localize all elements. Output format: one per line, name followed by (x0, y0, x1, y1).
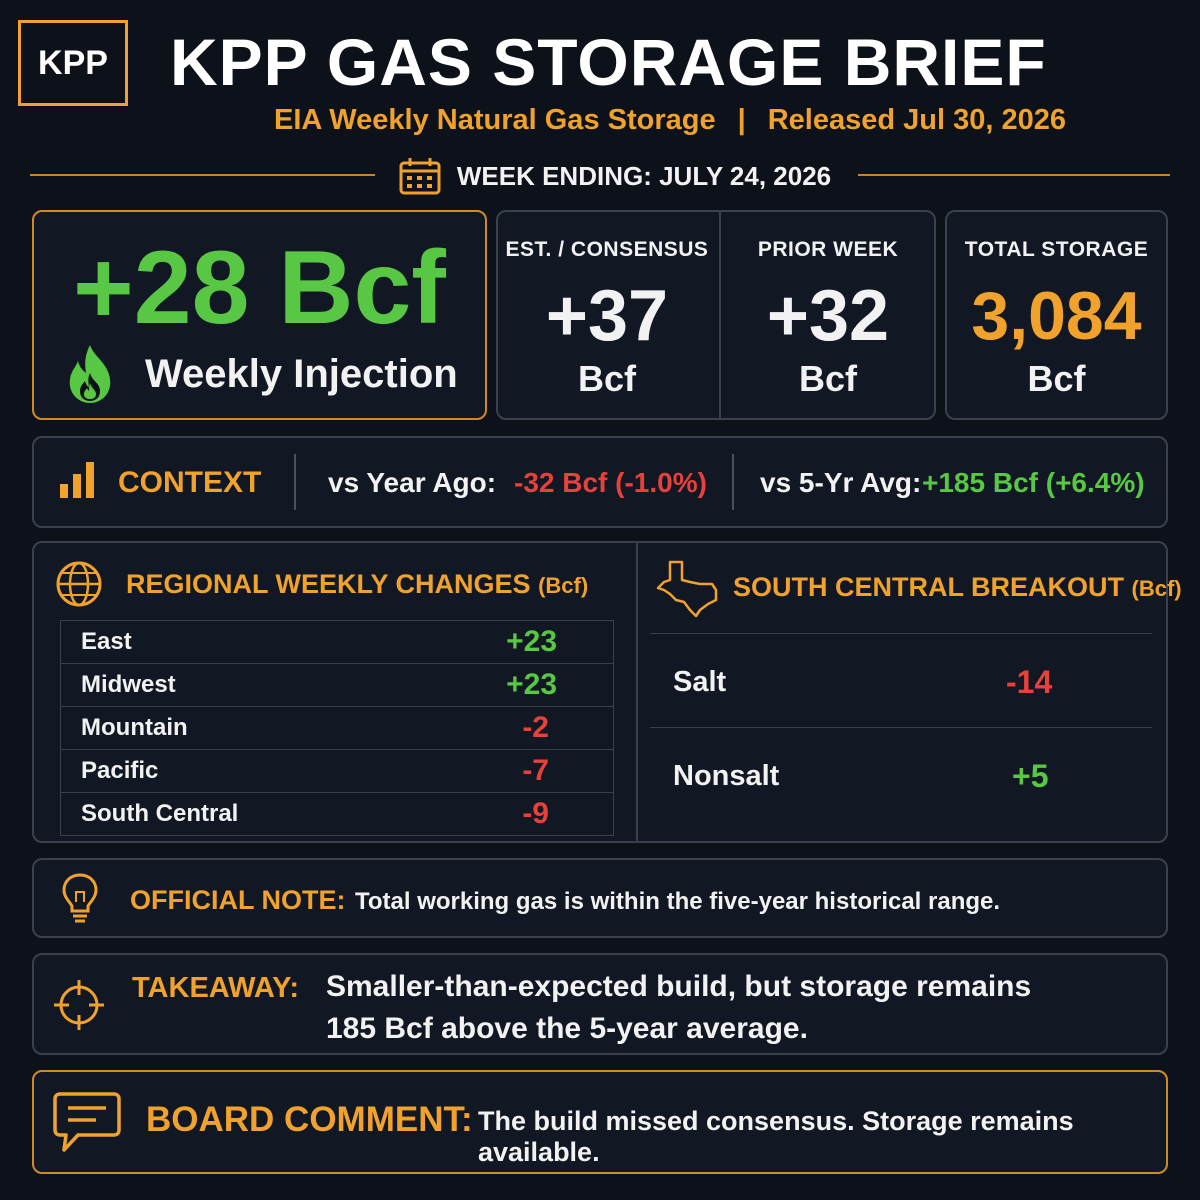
divider-right (858, 174, 1170, 176)
region-name: Mountain (81, 714, 188, 741)
consensus-value: +37 (545, 276, 669, 356)
globe-icon (56, 561, 102, 607)
context-divider-1 (294, 454, 296, 510)
regional-title: REGIONAL WEEKLY CHANGES (Bcf) (126, 569, 588, 600)
total-storage-label: TOTAL STORAGE (964, 238, 1149, 261)
divider (650, 727, 1152, 728)
week-ending: WEEK ENDING: JULY 24, 2026 (380, 156, 850, 196)
regional-title-text: REGIONAL WEEKLY CHANGES (126, 569, 531, 599)
subtitle-separator: | (737, 104, 746, 136)
context-title: CONTEXT (118, 466, 262, 499)
headline-label: Weekly Injection (145, 352, 458, 396)
context-panel (32, 436, 1168, 528)
total-storage-value: 3,084 (971, 278, 1142, 354)
region-name: Midwest (81, 671, 176, 698)
region-value: -9 (522, 797, 549, 830)
subtitle-source: EIA Weekly Natural Gas Storage (273, 104, 716, 136)
stats-panel (496, 210, 936, 420)
south-central-unit: (Bcf) (1131, 576, 1182, 601)
release-date: Released Jul 30, 2026 (767, 104, 1066, 136)
page-title: KPP GAS STORAGE BRIEF (170, 25, 1047, 99)
calendar-icon (399, 158, 441, 195)
nonsalt-value: +5 (1012, 758, 1049, 794)
five-yr-label: vs 5-Yr Avg: (760, 467, 922, 498)
consensus-stat: EST. / CONSENSUS +37 Bcf (496, 210, 718, 420)
region-value: -2 (522, 711, 549, 744)
region-name: Pacific (81, 757, 159, 784)
table-row: Midwest +23 (61, 664, 613, 707)
official-note-text: Total working gas is within the five-yea… (355, 888, 1001, 915)
week-ending-text: WEEK ENDING: JULY 24, 2026 (456, 160, 832, 191)
takeaway-line-1: Smaller-than-expected build, but storage… (326, 970, 1032, 1003)
region-value: +23 (506, 625, 557, 658)
south-central-title-text: SOUTH CENTRAL BREAKOUT (733, 572, 1124, 602)
takeaway-line-2: 185 Bcf above the 5-year average. (326, 1012, 808, 1045)
salt-label: Salt (673, 666, 727, 698)
logo: KPP (18, 20, 128, 106)
table-row: Mountain -2 (61, 707, 613, 750)
divider (650, 633, 1152, 634)
region-name: East (81, 628, 132, 655)
nonsalt-label: Nonsalt (673, 760, 780, 792)
year-ago-label: vs Year Ago: (328, 467, 497, 498)
region-value: -7 (522, 754, 549, 787)
five-yr-value: +185 Bcf (+6.4%) (922, 467, 1145, 498)
consensus-label: EST. / CONSENSUS (505, 238, 709, 261)
prior-week-value: +32 (766, 276, 890, 356)
regional-divider (636, 543, 638, 841)
texas-map-icon (656, 560, 718, 618)
lightbulb-icon (62, 873, 98, 923)
salt-value: -14 (1006, 664, 1053, 700)
official-note-label: OFFICIAL NOTE: (130, 885, 346, 915)
table-row: South Central -9 (61, 793, 613, 835)
table-row: East +23 (61, 621, 613, 664)
regional-unit: (Bcf) (538, 573, 589, 598)
board-comment-text: The build missed consensus. Storage rema… (478, 1106, 1074, 1167)
south-central-title: SOUTH CENTRAL BREAKOUT (Bcf) (733, 572, 1182, 603)
takeaway-panel (32, 953, 1168, 1055)
context-divider-2 (732, 454, 734, 510)
region-value: +23 (506, 668, 557, 701)
consensus-unit: Bcf (577, 358, 636, 399)
page-subtitle: EIA Weekly Natural Gas Storage | Released … (150, 104, 1190, 137)
flame-icon (69, 345, 111, 403)
board-comment-panel (32, 1070, 1168, 1174)
stats-divider (719, 212, 721, 418)
total-storage-unit: Bcf (1027, 358, 1086, 399)
chat-bubble-icon (53, 1092, 121, 1152)
board-comment-label: BOARD COMMENT: (146, 1100, 473, 1139)
prior-week-unit: Bcf (798, 358, 857, 399)
logo-text: KPP (38, 43, 108, 82)
year-ago-value: -32 Bcf (-1.0%) (514, 467, 707, 498)
region-name: South Central (81, 800, 239, 827)
official-note-panel (32, 858, 1168, 938)
total-storage-stat: TOTAL STORAGE 3,084 Bcf (945, 210, 1168, 420)
prior-week-stat: PRIOR WEEK +32 Bcf (720, 210, 936, 420)
takeaway-label: TAKEAWAY: (132, 972, 300, 1004)
prior-week-label: PRIOR WEEK (757, 238, 899, 261)
headline-value: +28 Bcf (73, 230, 446, 346)
table-row: Pacific -7 (61, 750, 613, 793)
crosshair-icon (54, 980, 104, 1030)
regional-table: East +23 Midwest +23 Mountain -2 Pacific… (60, 620, 614, 836)
divider-left (30, 174, 375, 176)
bar-chart-icon (60, 462, 94, 498)
